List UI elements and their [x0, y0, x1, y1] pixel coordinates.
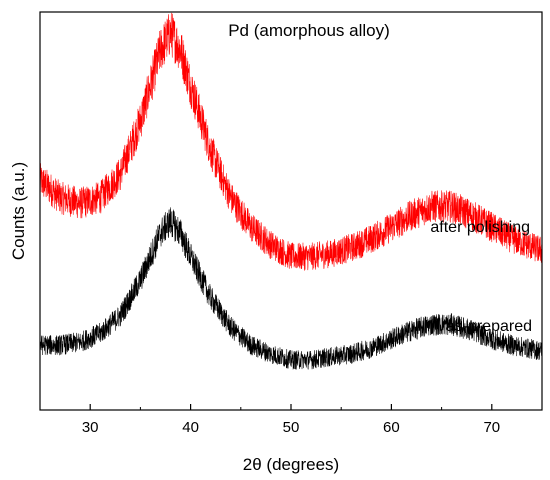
- x-tick-label-40: 40: [182, 419, 199, 436]
- series-line-as-prepared: [39, 207, 543, 370]
- series-line-after-polishing: [39, 12, 543, 271]
- x-tick-label-60: 60: [383, 419, 400, 436]
- chart-title: Pd (amorphous alloy): [228, 21, 390, 40]
- series-label-as-prepared: as-prepared: [446, 318, 532, 335]
- y-axis-label: Counts (a.u.): [9, 162, 28, 260]
- plot-layer: [39, 12, 543, 370]
- x-axis-label: 2θ (degrees): [243, 455, 339, 474]
- x-tick-label-70: 70: [483, 419, 500, 436]
- x-tick-label-30: 30: [82, 419, 99, 436]
- x-tick-label-50: 50: [283, 419, 300, 436]
- x-axis-ticks: 30 40 50 60 70: [39, 404, 543, 436]
- series-label-after-polishing: after polishing: [430, 219, 530, 236]
